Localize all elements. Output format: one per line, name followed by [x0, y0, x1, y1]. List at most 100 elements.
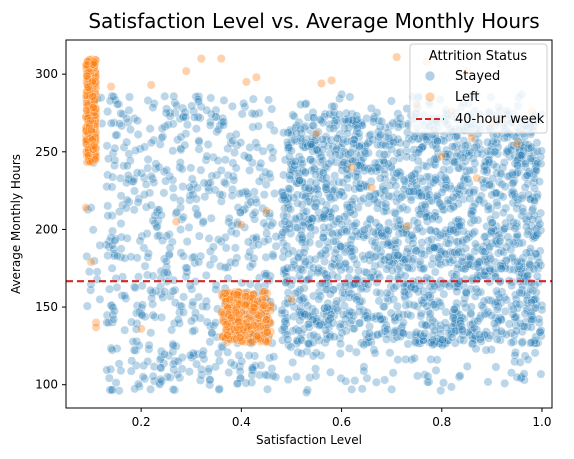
point-stayed [427, 214, 437, 224]
y-axis-label: Average Monthly Hours [9, 154, 23, 294]
point-stayed [296, 292, 306, 302]
legend: Attrition Status Stayed Left 40-hour wee… [409, 43, 548, 134]
point-stayed [194, 231, 204, 241]
point-stayed [378, 139, 388, 149]
point-stayed [241, 378, 251, 388]
point-stayed [392, 168, 402, 178]
point-stayed [126, 366, 136, 376]
point-stayed [259, 218, 269, 228]
point-left [367, 183, 377, 192]
point-stayed [370, 348, 380, 358]
point-stayed [427, 259, 437, 269]
point-stayed [527, 278, 537, 288]
point-stayed [148, 299, 158, 309]
point-stayed [214, 385, 224, 395]
point-stayed [341, 227, 351, 237]
point-stayed [306, 223, 316, 233]
point-stayed [302, 388, 311, 397]
point-stayed [328, 229, 337, 239]
point-stayed [173, 315, 183, 325]
point-stayed [417, 191, 427, 201]
point-stayed [509, 265, 519, 275]
point-stayed [469, 323, 479, 333]
point-stayed [141, 179, 151, 189]
point-stayed [341, 258, 350, 268]
point-stayed [281, 223, 291, 233]
point-stayed [471, 284, 481, 294]
point-stayed [500, 306, 510, 316]
point-stayed [386, 96, 396, 106]
point-stayed [416, 263, 426, 273]
point-stayed [95, 240, 105, 250]
point-stayed [480, 267, 490, 277]
point-stayed [395, 215, 404, 225]
point-stayed [82, 301, 92, 311]
point-stayed [187, 316, 196, 326]
point-left [262, 315, 272, 325]
point-stayed [167, 325, 177, 335]
chart-title: Satisfaction Level vs. Average Monthly H… [88, 9, 539, 33]
point-stayed [102, 318, 112, 327]
point-stayed [361, 329, 371, 339]
point-stayed [321, 173, 331, 183]
point-stayed [517, 338, 527, 348]
point-stayed [409, 132, 419, 142]
point-stayed [279, 191, 288, 201]
point-stayed [144, 340, 154, 350]
point-stayed [343, 203, 352, 212]
point-stayed [127, 356, 137, 366]
point-stayed [501, 203, 511, 213]
point-stayed [319, 211, 329, 221]
point-stayed [168, 341, 178, 351]
point-stayed [440, 318, 450, 328]
point-stayed [206, 213, 216, 223]
point-stayed [533, 158, 543, 168]
point-stayed [492, 200, 502, 210]
point-stayed [307, 214, 317, 224]
point-stayed [396, 168, 405, 178]
point-stayed [423, 306, 433, 316]
point-stayed [232, 379, 242, 389]
point-stayed [347, 246, 357, 256]
point-stayed [107, 263, 117, 273]
point-stayed [245, 165, 255, 175]
point-stayed [132, 168, 142, 178]
point-stayed [511, 299, 521, 309]
point-stayed [227, 221, 237, 231]
point-left [261, 206, 271, 216]
point-stayed [303, 112, 313, 122]
point-stayed [133, 116, 143, 126]
point-stayed [466, 302, 476, 312]
point-stayed [393, 109, 403, 119]
point-stayed [431, 211, 440, 221]
point-stayed [335, 282, 345, 292]
point-stayed [477, 301, 487, 310]
point-stayed [313, 189, 323, 199]
point-stayed [329, 101, 339, 111]
point-left [251, 72, 261, 82]
point-left [252, 332, 262, 342]
point-stayed [515, 299, 525, 309]
point-stayed [508, 309, 518, 319]
point-left [88, 103, 98, 113]
point-stayed [481, 176, 491, 186]
point-stayed [103, 211, 113, 221]
point-stayed [216, 165, 226, 175]
point-stayed [494, 316, 504, 325]
point-stayed [260, 370, 270, 380]
point-stayed [346, 235, 356, 245]
legend-label-stayed: Stayed [455, 69, 500, 84]
point-stayed [188, 326, 198, 336]
point-stayed [297, 237, 307, 247]
point-stayed [486, 331, 496, 341]
point-stayed [112, 282, 122, 292]
point-stayed [424, 211, 434, 221]
point-stayed [417, 238, 427, 248]
point-stayed [339, 158, 349, 168]
point-stayed [500, 133, 509, 143]
point-left [512, 139, 522, 149]
point-stayed [184, 222, 194, 232]
point-stayed [418, 176, 428, 186]
point-stayed [160, 287, 170, 297]
point-stayed [535, 327, 545, 337]
